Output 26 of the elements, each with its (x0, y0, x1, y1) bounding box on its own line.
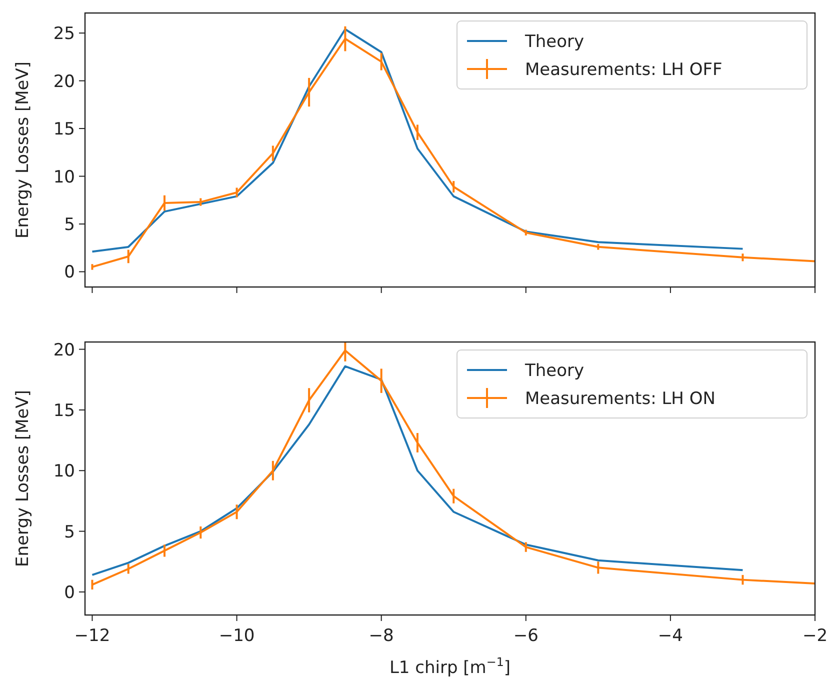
y-tick-label: 25 (53, 24, 75, 44)
x-tick-label: −4 (658, 626, 683, 646)
legend-label: Theory (524, 361, 584, 381)
legend-label: Theory (524, 32, 584, 52)
line-series (91, 365, 744, 576)
y-tick-label: 15 (53, 120, 75, 140)
y-tick-label: 20 (53, 340, 75, 360)
x-tick-label: −8 (368, 626, 394, 646)
line-series (91, 28, 744, 253)
y-tick-label: 5 (64, 522, 75, 542)
y-tick-label: 0 (64, 262, 75, 283)
legend-label: Measurements: LH ON (525, 389, 716, 409)
y-tick-label: 0 (64, 582, 75, 603)
x-axis-title: L1 chirp [m$^{−1}$] (389, 655, 511, 678)
y-tick-label: 15 (53, 400, 75, 421)
x-tick-label: −12 (74, 626, 110, 646)
y-tick-label: 10 (53, 462, 75, 482)
x-tick-label: −10 (218, 626, 255, 646)
legend-label: Measurements: LH OFF (525, 60, 722, 80)
y-tick-label: 5 (64, 214, 75, 235)
x-tick-label: −6 (513, 626, 538, 646)
x-tick-label: −2 (802, 626, 828, 646)
y-tick-label: 10 (53, 167, 75, 188)
y-tick-label: 20 (53, 72, 75, 92)
y-axis-title: Energy Losses [MeV] (13, 390, 33, 567)
y-axis-title: Energy Losses [MeV] (13, 62, 33, 238)
